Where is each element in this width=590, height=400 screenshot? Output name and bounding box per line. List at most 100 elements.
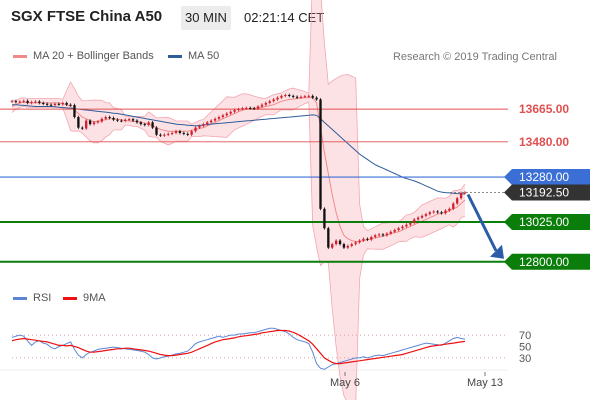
candle-body — [264, 102, 268, 105]
candle — [252, 106, 256, 110]
candle-body — [127, 119, 131, 121]
candle-body — [104, 117, 107, 119]
candle-body — [124, 119, 127, 121]
legend-ma20-label: MA 20 + Bollinger Bands — [33, 50, 154, 62]
level-label-box-3 — [504, 184, 590, 201]
candle-body — [81, 127, 84, 129]
candle — [342, 242, 346, 250]
candle-body — [256, 106, 260, 109]
candle — [170, 131, 174, 136]
candle-body — [456, 198, 459, 204]
candle — [14, 99, 18, 104]
candle-body — [92, 122, 96, 125]
candle-body — [151, 122, 154, 128]
candle — [241, 106, 244, 111]
candle-body — [327, 228, 330, 248]
candle — [416, 216, 420, 221]
candle — [124, 118, 127, 123]
rsi-tick-label-2: 30 — [519, 353, 531, 365]
candle-body — [143, 124, 146, 126]
legend-rsi: RSI — [13, 292, 51, 304]
candle-body — [440, 212, 443, 214]
candle-body — [69, 104, 72, 106]
candle — [459, 191, 463, 200]
candle-body — [178, 131, 182, 133]
candle — [182, 131, 185, 136]
candle-body — [362, 238, 365, 241]
rsi-line — [11, 327, 466, 370]
candle — [143, 122, 146, 127]
candle-body — [135, 120, 139, 123]
candle — [409, 221, 412, 227]
candle-body — [350, 244, 353, 246]
candle — [346, 244, 350, 250]
candle — [100, 117, 103, 123]
candle — [139, 120, 143, 126]
candle-body — [342, 244, 346, 248]
candle — [260, 103, 264, 108]
instrument-title: SGX FTSE China A50 — [11, 8, 163, 25]
candle — [256, 105, 260, 110]
9ma-swatch — [63, 296, 77, 300]
candle — [311, 94, 314, 100]
candle — [245, 106, 248, 110]
candle — [151, 120, 154, 130]
candle-body — [311, 95, 314, 98]
candle-body — [229, 111, 232, 114]
candle-body — [174, 131, 178, 133]
candle-body — [120, 120, 123, 122]
candle — [405, 223, 408, 228]
candle — [432, 210, 435, 214]
candle-body — [194, 127, 197, 132]
candle — [131, 117, 135, 122]
candle-body — [73, 105, 76, 118]
candle-body — [331, 244, 334, 248]
candle-body — [147, 122, 150, 125]
candle-body — [260, 104, 264, 107]
candle-body — [206, 122, 209, 125]
candle-body — [65, 102, 68, 105]
candle — [194, 126, 197, 133]
ma20-swatch — [13, 54, 27, 58]
candle — [280, 94, 283, 100]
candle — [49, 103, 53, 107]
candle — [135, 119, 139, 124]
candle — [30, 100, 33, 105]
candle — [428, 210, 432, 216]
candle — [448, 207, 451, 212]
candle-body — [370, 237, 373, 240]
candle — [178, 129, 182, 135]
level-label-1: 13480.00 — [519, 135, 569, 149]
candle-body — [413, 219, 416, 223]
candle-body — [190, 131, 193, 135]
candle-body — [233, 110, 236, 112]
candle-body — [42, 102, 45, 104]
candle-body — [428, 212, 432, 215]
candle — [217, 115, 221, 121]
candle-body — [26, 100, 29, 103]
candle — [370, 235, 373, 242]
candle-body — [77, 117, 80, 128]
candle — [120, 119, 123, 123]
candle — [424, 212, 428, 218]
candle-body — [432, 211, 435, 213]
projection-arrow — [466, 193, 504, 259]
candle-body — [10, 101, 14, 103]
candle — [237, 107, 240, 112]
x-axis: May 6 May 13 — [0, 369, 508, 389]
legend-9ma: 9MA — [63, 292, 106, 304]
candle-body — [292, 95, 295, 97]
candle — [272, 98, 275, 103]
candle — [377, 233, 381, 237]
candle — [38, 100, 41, 105]
candle-body — [53, 103, 57, 106]
candle — [225, 112, 228, 117]
candle — [174, 129, 178, 135]
candle — [268, 99, 271, 105]
candle-body — [112, 117, 115, 120]
candle-body — [14, 101, 18, 103]
timeframe-button[interactable]: 30 MIN — [181, 6, 231, 30]
candle — [229, 110, 232, 115]
